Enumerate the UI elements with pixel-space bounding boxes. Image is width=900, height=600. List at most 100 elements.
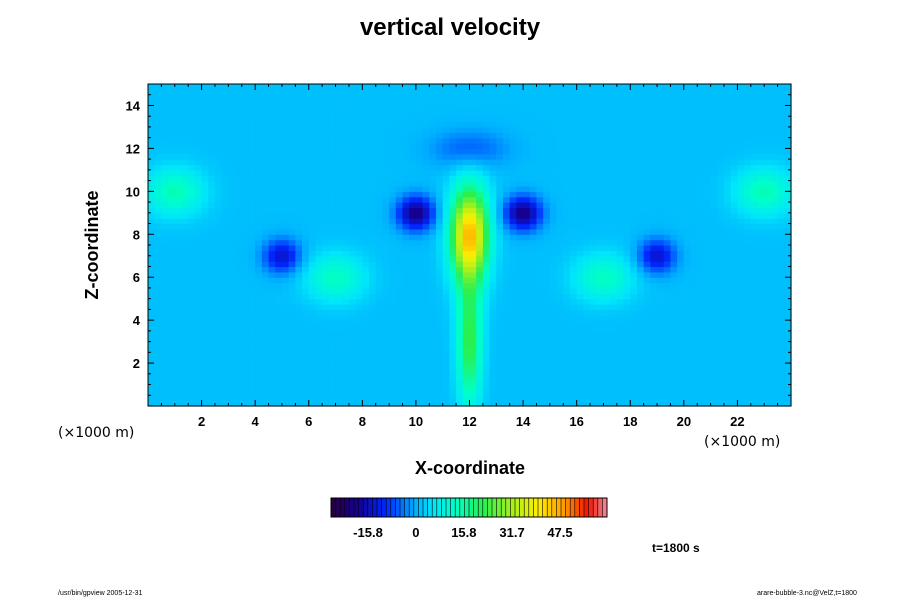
- field-cell: [188, 400, 196, 407]
- field-cell: [603, 207, 611, 214]
- field-cell: [174, 400, 183, 407]
- field-cell: [590, 185, 598, 192]
- field-cell: [683, 368, 692, 375]
- field-cell: [235, 304, 243, 310]
- field-cell: [342, 309, 350, 316]
- field-cell: [342, 234, 350, 241]
- field-cell: [241, 191, 250, 198]
- field-cell: [161, 159, 169, 166]
- field-cell: [697, 389, 705, 396]
- field-cell: [583, 191, 591, 198]
- field-cell: [442, 271, 451, 278]
- field-cell: [516, 121, 524, 128]
- field-cell: [228, 261, 236, 268]
- field-cell: [442, 228, 451, 235]
- field-cell: [382, 357, 390, 364]
- field-cell: [549, 320, 558, 327]
- field-cell: [610, 266, 618, 273]
- field-cell: [509, 218, 517, 225]
- field-cell: [449, 180, 457, 187]
- field-cell: [168, 105, 176, 112]
- field-cell: [342, 169, 350, 176]
- field-cell: [509, 169, 517, 176]
- field-cell: [261, 245, 270, 251]
- field-cell: [395, 164, 404, 171]
- field-cell: [523, 330, 531, 337]
- field-cell: [563, 228, 571, 235]
- field-cell: [395, 234, 404, 241]
- field-cell: [476, 271, 484, 278]
- field-cell: [536, 250, 544, 257]
- field-cell: [449, 245, 457, 251]
- field-cell: [462, 368, 471, 375]
- field-cell: [241, 196, 250, 203]
- field-cell: [154, 180, 162, 187]
- field-cell: [188, 379, 196, 386]
- field-cell: [482, 282, 491, 289]
- field-cell: [576, 234, 584, 241]
- field-cell: [489, 89, 497, 96]
- field-cell: [389, 287, 397, 294]
- field-cell: [382, 169, 390, 176]
- field-cell: [261, 234, 270, 241]
- field-cell: [201, 191, 209, 198]
- field-cell: [630, 191, 638, 198]
- field-cell: [168, 121, 176, 128]
- field-cell: [442, 148, 451, 155]
- field-cell: [302, 175, 310, 182]
- field-cell: [489, 384, 497, 391]
- field-cell: [630, 357, 638, 364]
- field-cell: [650, 255, 658, 262]
- field-cell: [295, 169, 303, 176]
- field-cell: [429, 228, 437, 235]
- field-cell: [489, 250, 497, 257]
- field-cell: [342, 148, 350, 155]
- field-cell: [677, 261, 685, 268]
- field-cell: [288, 126, 296, 133]
- field-cell: [302, 255, 310, 262]
- field-cell: [536, 191, 544, 198]
- field-cell: [174, 255, 183, 262]
- field-cell: [241, 234, 250, 241]
- field-cell: [362, 212, 370, 219]
- field-cell: [315, 169, 323, 176]
- field-cell: [663, 207, 672, 214]
- field-cell: [569, 164, 578, 171]
- field-cell: [563, 373, 571, 380]
- field-cell: [636, 180, 645, 187]
- field-cell: [636, 287, 645, 294]
- field-cell: [657, 132, 665, 139]
- field-cell: [610, 84, 618, 90]
- field-cell: [409, 363, 417, 370]
- field-cell: [489, 169, 497, 176]
- field-cell: [281, 143, 290, 149]
- field-cell: [375, 373, 384, 380]
- field-cell: [194, 293, 203, 300]
- field-cell: [630, 261, 638, 268]
- field-cell: [161, 169, 169, 176]
- field-cell: [590, 266, 598, 273]
- field-cell: [436, 357, 444, 364]
- field-cell: [328, 169, 337, 176]
- field-cell: [328, 261, 337, 268]
- field-cell: [328, 143, 337, 149]
- field-cell: [610, 180, 618, 187]
- field-cell: [657, 180, 665, 187]
- field-cell: [650, 330, 658, 337]
- field-cell: [469, 185, 477, 192]
- field-cell: [268, 196, 276, 203]
- field-cell: [683, 379, 692, 386]
- field-cell: [442, 320, 451, 327]
- field-cell: [154, 223, 162, 230]
- field-cell: [697, 304, 705, 310]
- field-cell: [228, 352, 236, 359]
- field-cell: [389, 110, 397, 117]
- field-cell: [188, 105, 196, 112]
- field-cell: [168, 100, 176, 107]
- field-cell: [670, 137, 678, 144]
- field-cell: [328, 223, 337, 230]
- field-cell: [556, 234, 564, 241]
- field-cell: [168, 148, 176, 155]
- field-cell: [469, 341, 477, 348]
